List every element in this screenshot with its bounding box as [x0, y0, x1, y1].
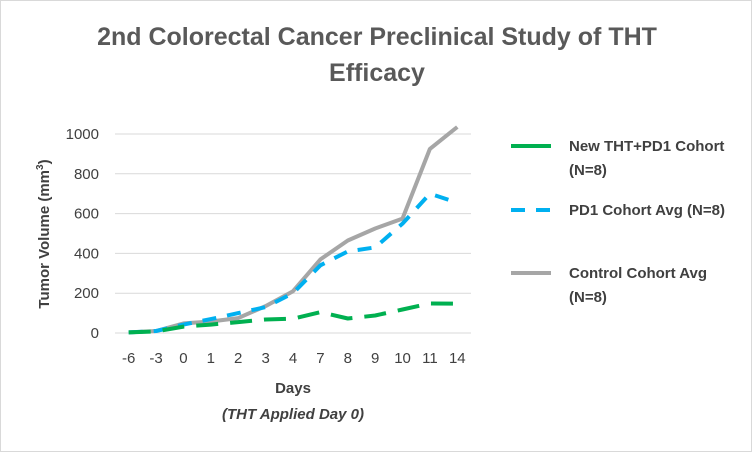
x-tick-label: 2 — [234, 350, 242, 367]
y-tick-label: 800 — [74, 166, 99, 183]
legend-label-pd1: PD1 Cohort Avg (N=8) — [569, 202, 725, 219]
x-tick-label: 10 — [394, 350, 411, 367]
x-tick-label: -3 — [149, 350, 162, 367]
series-line-tht-pd1 — [128, 301, 458, 335]
x-tick-label: -6 — [122, 350, 135, 367]
legend: New THT+PD1 Cohort (N=8) PD1 Cohort Avg … — [511, 138, 725, 306]
gridlines — [115, 133, 471, 334]
legend-item-tht-pd1: New THT+PD1 Cohort (N=8) — [511, 138, 724, 179]
x-tick-label: 1 — [207, 350, 215, 367]
y-axis-title-superscript: 3 — [35, 164, 46, 170]
x-tick-label: 3 — [261, 350, 269, 367]
y-tick-label: 200 — [74, 285, 99, 302]
x-axis-subtitle: (THT Applied Day 0) — [222, 406, 364, 423]
y-tick-label: 0 — [91, 325, 99, 342]
y-axis-title-main: Tumor Volume (mm — [36, 170, 53, 309]
x-tick-label: 7 — [316, 350, 324, 367]
series-line-pd1 — [128, 191, 458, 335]
y-axis-title-close: ) — [36, 159, 53, 164]
y-tick-label: 1000 — [66, 126, 99, 143]
legend-item-pd1: PD1 Cohort Avg (N=8) — [511, 202, 725, 219]
legend-item-control: Control Cohort Avg (N=8) — [511, 265, 707, 306]
y-axis-ticks: 0 200 400 600 800 1000 — [66, 126, 99, 342]
legend-label-control-line-2: (N=8) — [569, 289, 607, 306]
series-lines — [128, 125, 459, 335]
x-tick-label: 14 — [449, 350, 466, 367]
chart-title-line-2: Efficacy — [329, 59, 425, 87]
x-axis-title: Days — [275, 380, 311, 397]
x-tick-label: 8 — [344, 350, 352, 367]
x-axis-ticks: -6 -3 0 1 2 3 4 7 8 9 10 11 14 — [122, 350, 466, 367]
y-tick-label: 400 — [74, 245, 99, 262]
y-tick-label: 600 — [74, 206, 99, 223]
legend-label-control-line-1: Control Cohort Avg — [569, 265, 707, 282]
x-tick-label: 11 — [422, 350, 438, 367]
legend-label-tht-pd1-line-1: New THT+PD1 Cohort — [569, 138, 724, 155]
x-tick-label: 4 — [289, 350, 297, 367]
x-tick-label: 0 — [179, 350, 187, 367]
legend-label-tht-pd1-line-2: (N=8) — [569, 162, 607, 179]
x-tick-label: 9 — [371, 350, 379, 367]
series-line-control — [128, 125, 459, 335]
y-axis-title: Tumor Volume (mm3) — [35, 159, 53, 308]
chart-title-line-1: 2nd Colorectal Cancer Preclinical Study … — [97, 23, 657, 51]
